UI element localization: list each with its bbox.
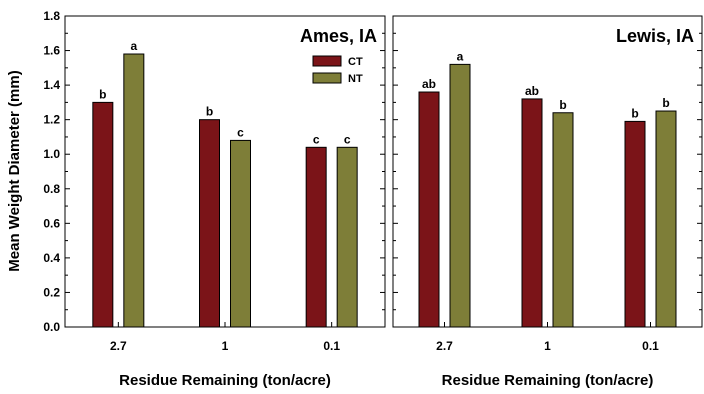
significance-label: b	[662, 96, 669, 110]
significance-label: ab	[525, 84, 539, 98]
bar-ct	[624, 120, 646, 328]
significance-label: b	[206, 105, 213, 119]
legend-swatch-nt	[312, 72, 342, 84]
significance-label: b	[559, 98, 566, 112]
y-axis-label: Mean Weight Diameter (mm)	[6, 70, 23, 271]
y-tick-label: 0.2	[43, 285, 60, 299]
bar-nt	[230, 139, 251, 328]
x-tick-label: 1	[222, 339, 229, 353]
significance-label: c	[237, 125, 244, 139]
y-tick-label: 0.4	[43, 251, 60, 265]
x-axis-label: Residue Remaining (ton/acre)	[119, 372, 331, 389]
significance-label: c	[313, 132, 320, 146]
y-tick-label: 1.4	[43, 78, 60, 92]
bar-nt	[449, 63, 471, 328]
x-tick-label: 0.1	[642, 339, 659, 353]
x-tick-label: 0.1	[323, 339, 340, 353]
y-tick-label: 0.0	[43, 320, 60, 334]
y-tick-label: 1.8	[43, 9, 60, 23]
bar-ct	[92, 101, 114, 328]
bar-ct	[521, 98, 543, 328]
bar-ct	[199, 119, 220, 328]
bar-ct	[305, 146, 327, 328]
legend-label: NT	[348, 73, 363, 85]
panel-title: Lewis, IA	[616, 26, 694, 46]
y-tick-label: 1.6	[43, 44, 60, 58]
significance-label: b	[631, 106, 638, 120]
significance-label: ab	[422, 77, 436, 91]
y-tick-label: 1.0	[43, 147, 60, 161]
significance-label: b	[99, 87, 106, 101]
y-tick-label: 1.2	[43, 113, 60, 127]
x-tick-label: 2.7	[110, 339, 127, 353]
bar-nt	[123, 53, 145, 328]
significance-label: a	[130, 39, 137, 53]
bar-nt	[655, 110, 677, 328]
x-axis-label: Residue Remaining (ton/acre)	[442, 372, 654, 389]
x-tick-label: 2.7	[436, 339, 453, 353]
y-tick-label: 0.6	[43, 216, 60, 230]
significance-label: c	[344, 132, 351, 146]
significance-label: a	[457, 49, 464, 63]
y-tick-label: 0.8	[43, 182, 60, 196]
bar-ct	[418, 91, 440, 328]
legend-label: CT	[348, 56, 363, 68]
bar-nt	[552, 112, 574, 328]
x-tick-label: 1	[544, 339, 551, 353]
panel-title: Ames, IA	[300, 26, 377, 46]
legend-swatch-ct	[312, 55, 342, 67]
bar-nt	[336, 146, 358, 328]
